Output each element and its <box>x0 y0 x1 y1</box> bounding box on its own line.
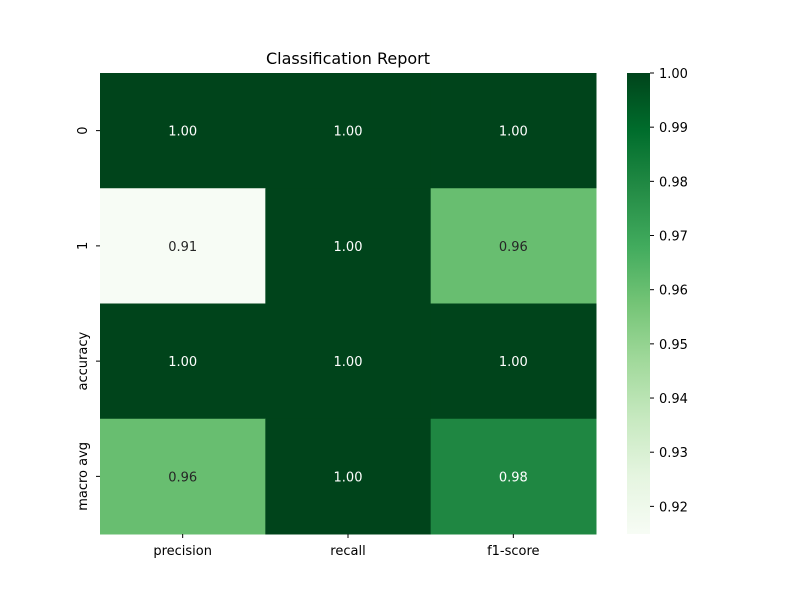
colorbar-tick-label: 1.00 <box>659 67 688 82</box>
cell-value-label: 1.00 <box>334 355 363 370</box>
x-tick-label: precision <box>153 544 212 559</box>
colorbar-tick-label: 0.92 <box>659 500 688 515</box>
y-tick-label: 0 <box>76 126 91 134</box>
heatmap-cell <box>430 188 597 304</box>
cell-value-label: 0.96 <box>168 470 197 485</box>
cell-value-label: 1.00 <box>334 240 363 255</box>
colorbar-tick-label: 0.95 <box>659 338 688 353</box>
heatmap-cell <box>100 303 266 420</box>
heatmap-cell <box>265 418 432 535</box>
heatmap-cell <box>265 303 432 420</box>
colorbar-tick-label: 0.99 <box>659 121 688 136</box>
y-axis: 0 1 accuracy macro avg <box>76 126 100 511</box>
heatmap-cell <box>430 73 597 189</box>
cell-value-label: 0.96 <box>499 240 528 255</box>
chart-title: Classification Report <box>266 49 430 68</box>
cell-value-label: 1.00 <box>499 355 528 370</box>
colorbar <box>627 73 650 534</box>
heatmap-cells: 1.00 1.00 1.00 0.91 1.00 0.96 1.00 1.00 1.00 0.96… <box>100 73 597 535</box>
y-tick-label: macro avg <box>76 442 91 511</box>
cell-value-label: 1.00 <box>334 470 363 485</box>
y-tick-label: accuracy <box>76 331 91 390</box>
x-tick-label: f1-score <box>487 544 539 559</box>
heatmap-cell <box>265 188 432 304</box>
cell-value-label: 0.98 <box>499 470 528 485</box>
colorbar-tick-label: 0.93 <box>659 446 688 461</box>
colorbar-axis: 0.92 0.93 0.94 0.95 0.96 0.97 0.98 0.99 1.00 <box>650 67 688 515</box>
colorbar-tick-label: 0.98 <box>659 175 688 190</box>
cell-value-label: 1.00 <box>168 125 197 140</box>
heatmap-cell <box>265 73 432 189</box>
y-tick-label: 1 <box>76 242 91 250</box>
colorbar-tick-label: 0.97 <box>659 230 688 245</box>
cell-value-label: 1.00 <box>168 355 197 370</box>
heatmap-cell <box>100 188 266 304</box>
colorbar-tick-label: 0.94 <box>659 392 688 407</box>
x-tick-label: recall <box>330 544 365 559</box>
cell-value-label: 1.00 <box>334 125 363 140</box>
cell-value-label: 0.91 <box>168 240 197 255</box>
heatmap-cell <box>100 73 266 189</box>
heatmap-cell <box>430 418 597 535</box>
heatmap-cell <box>430 303 597 420</box>
cell-value-label: 1.00 <box>499 125 528 140</box>
heatmap-cell <box>100 418 266 535</box>
x-axis: precision recall f1-score <box>153 534 540 559</box>
colorbar-tick-label: 0.96 <box>659 284 688 299</box>
